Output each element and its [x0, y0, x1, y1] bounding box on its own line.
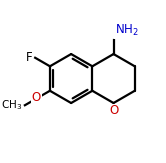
Text: F: F	[26, 51, 32, 64]
Text: CH$_3$: CH$_3$	[1, 98, 22, 112]
Text: O: O	[32, 91, 41, 104]
Text: O: O	[109, 104, 118, 118]
Text: NH$_2$: NH$_2$	[115, 23, 139, 38]
